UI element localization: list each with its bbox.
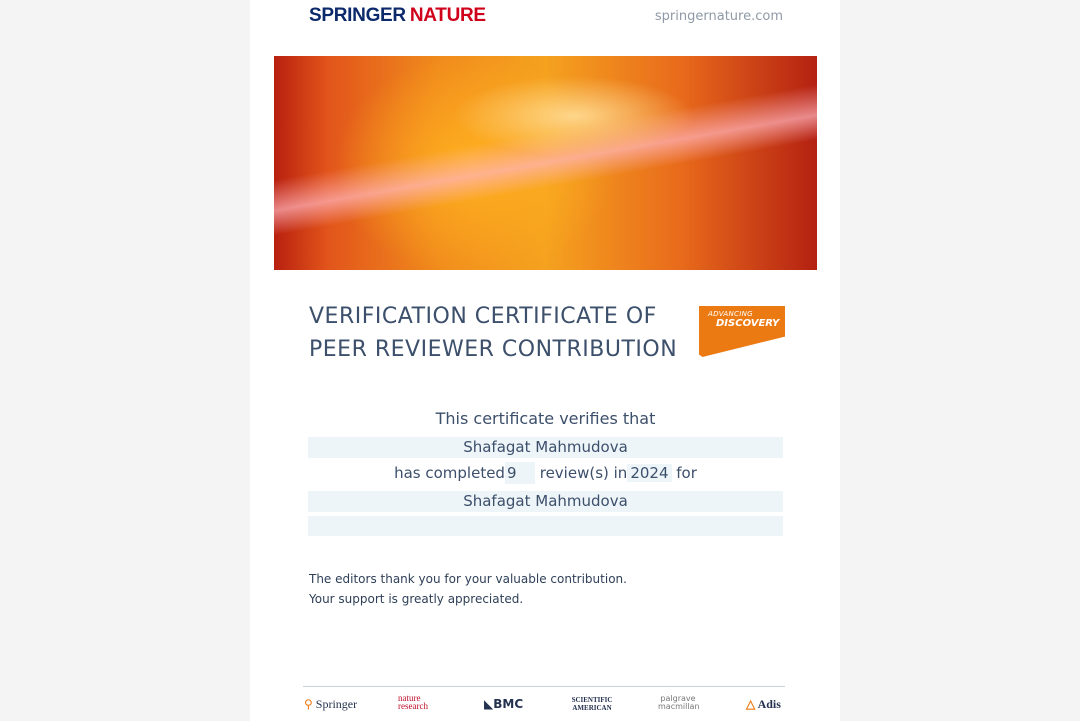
banner-image bbox=[274, 56, 817, 270]
springer-logo: ⚲ Springer bbox=[304, 697, 358, 711]
extra-field bbox=[308, 516, 783, 536]
completed-line: has completed 9 review(s) in 2024 for bbox=[394, 462, 697, 484]
adis-logo: △ Adis bbox=[746, 697, 781, 711]
website-link[interactable]: springernature.com bbox=[654, 9, 783, 24]
thanks-text: The editors thank you for your valuable … bbox=[309, 572, 627, 606]
review-count: 9 bbox=[504, 462, 535, 484]
journal-field: Shafagat Mahmudova bbox=[308, 491, 783, 512]
bmc-logo: ◣BMC bbox=[484, 697, 524, 711]
advancing-discovery-badge: ADVANCING DISCOVERY bbox=[699, 306, 785, 357]
footer-divider bbox=[303, 686, 785, 687]
title-line-1: VERIFICATION CERTIFICATE OF bbox=[309, 304, 657, 329]
certificate-title: VERIFICATION CERTIFICATE OF PEER REVIEWE… bbox=[309, 300, 677, 366]
scientific-american-logo: SCIENTIFIC AMERICAN bbox=[571, 696, 613, 712]
certificate-sheet: SPRINGER NATURE springernature.com VERIFI… bbox=[250, 0, 840, 721]
springer-nature-logo: SPRINGER NATURE bbox=[309, 5, 486, 26]
reviewer-name-field: Shafagat Mahmudova bbox=[308, 437, 783, 458]
palgrave-logo: palgrave macmillan bbox=[658, 694, 700, 711]
nature-research-logo: nature research bbox=[398, 693, 428, 711]
title-line-2: PEER REVIEWER CONTRIBUTION bbox=[309, 337, 678, 362]
year: 2024 bbox=[627, 464, 672, 482]
intro-text: This certificate verifies that bbox=[435, 409, 656, 428]
